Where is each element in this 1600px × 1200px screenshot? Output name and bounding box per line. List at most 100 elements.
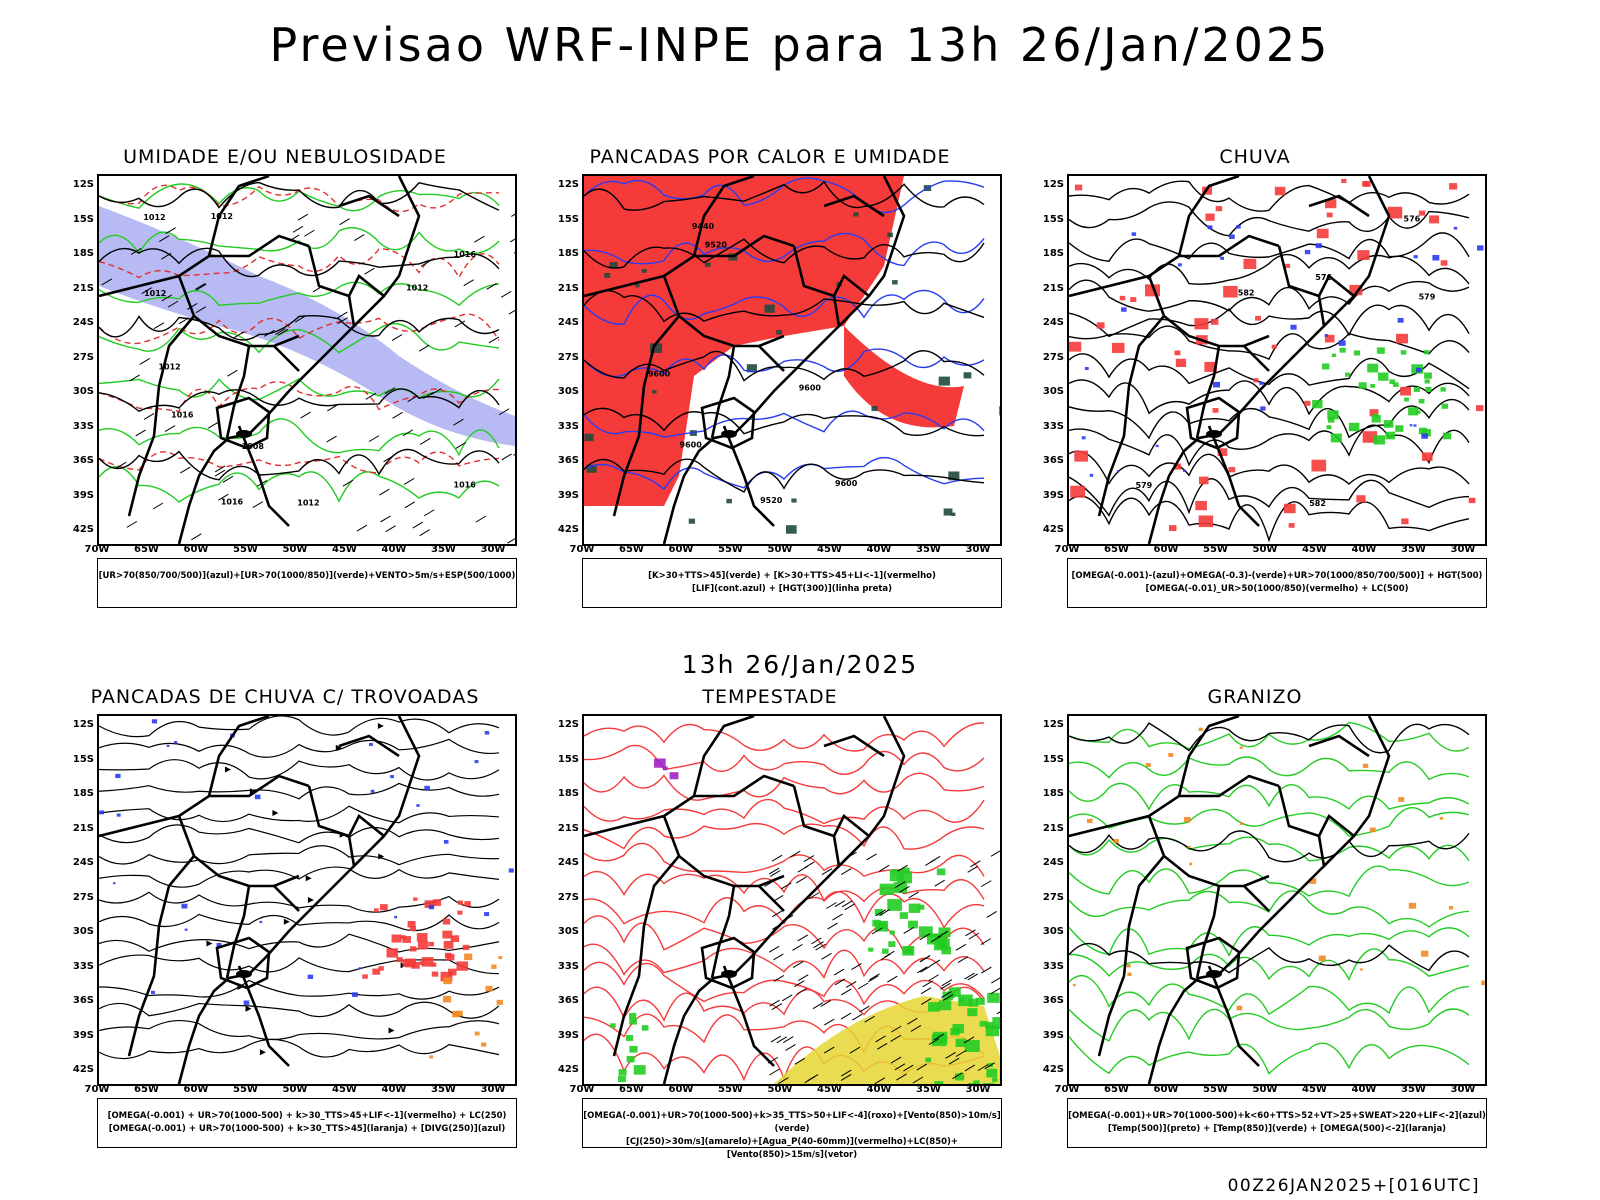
pressure-contour <box>99 314 500 341</box>
lon-tick-label: 50W <box>282 544 308 555</box>
wind-vector <box>161 294 172 302</box>
panel-title: TEMPESTADE <box>702 686 838 708</box>
wind-vector <box>392 411 403 419</box>
wind-vector <box>871 927 883 935</box>
wind-vector <box>419 438 431 445</box>
map-granizo[interactable] <box>1067 714 1487 1086</box>
instability-green-patch <box>871 405 878 412</box>
humidity-green-contour <box>99 466 500 503</box>
streamline <box>99 1001 500 1019</box>
panel-title: PANCADAS POR CALOR E UMIDADE <box>589 146 951 168</box>
water-red-contour <box>584 961 985 1006</box>
rain-green-patch <box>1413 386 1420 392</box>
wind-vector <box>275 328 286 336</box>
rain-red-patch <box>1119 295 1126 301</box>
omega-orange-patch <box>1087 818 1093 824</box>
wind-vector <box>821 868 833 876</box>
wind-vector <box>840 1012 852 1020</box>
rain-blue-patch <box>1259 381 1264 385</box>
thunder-red-patch <box>447 968 457 976</box>
map-pancadas-calor[interactable]: 9600 9600 9600 9600 9520 9440 9520 <box>582 174 1002 546</box>
wind-green-patch <box>629 1012 637 1019</box>
wind-vector <box>153 322 165 330</box>
lat-tick-label: 42S <box>1042 1064 1064 1075</box>
thunder-red-patch <box>409 946 417 952</box>
thunder-orange-patch <box>456 1010 463 1017</box>
thunder-red-patch <box>431 971 439 977</box>
water-red-contour <box>584 822 985 850</box>
rain-green-patch <box>1327 417 1335 423</box>
omega-orange-patch <box>1408 902 1417 909</box>
wind-vector <box>385 525 396 533</box>
lagoon <box>236 970 252 978</box>
thunder-red-patch <box>430 901 436 906</box>
rain-green-patch <box>1353 350 1361 356</box>
map-chuva[interactable]: 582 582 579 576 579 576 <box>1067 174 1487 546</box>
run-id-footer: 00Z26JAN2025+[016UTC] <box>1227 1176 1480 1196</box>
state-border <box>177 275 300 348</box>
rain-blue-patch <box>1315 243 1322 249</box>
omega-orange-patch <box>1113 839 1119 844</box>
hgt500-contour <box>1069 253 1470 285</box>
lon-tick-label: 35W <box>1401 544 1426 555</box>
legend-line: [OMEGA(-0.001)-(azul)+OMEGA(-0.3)-(verde… <box>1071 571 1483 581</box>
hgt500-contour <box>1069 325 1470 361</box>
wind-vector <box>365 392 377 400</box>
wind-vector <box>864 1015 875 1023</box>
lif-contour <box>584 232 985 267</box>
divg-blue-patch <box>113 882 116 885</box>
wind-green-patch <box>936 868 946 876</box>
wind-vector <box>768 945 780 953</box>
wind-vector <box>919 955 931 963</box>
instability-green-patch <box>951 512 956 516</box>
rain-blue-patch <box>1476 245 1484 251</box>
wind-vector <box>196 283 207 291</box>
uruguay-outline <box>700 396 756 450</box>
wind-vector <box>832 913 843 921</box>
wind-vector <box>771 1003 783 1010</box>
map-canvas <box>584 716 1000 1084</box>
legend-line: [OMEGA(-0.001)+UR>70(1000-500)+k<60+TTS>… <box>1068 1111 1486 1121</box>
map-umidade[interactable]: 1012 1012 1012 1008 1012 1016 1016 1016 1012 1016… <box>97 174 517 546</box>
map-tempestade[interactable] <box>582 714 1002 1086</box>
wind-vector <box>840 988 852 996</box>
wind-vector <box>903 927 914 934</box>
legend-line: [LIF](cont.azul) + [HGT(300)](linha pret… <box>691 584 893 594</box>
streamline <box>99 716 500 738</box>
rain-blue-patch <box>1212 381 1221 388</box>
rain-red-patch <box>1288 523 1295 528</box>
lat-tick-label: 42S <box>557 524 579 535</box>
map-trovoadas[interactable] <box>97 714 517 1086</box>
wind-vector <box>920 965 931 973</box>
omega-orange-patch <box>1439 817 1444 820</box>
rain-green-patch <box>1326 425 1332 430</box>
wind-green-patch <box>955 1073 965 1081</box>
wind-vector <box>139 358 151 365</box>
contour-label: 1012 <box>211 212 233 221</box>
divg-blue-patch <box>390 775 394 779</box>
water-red-contour <box>584 871 985 903</box>
wind-vector <box>773 975 785 982</box>
state-border <box>792 785 870 838</box>
wind-vector <box>214 465 226 473</box>
rain-blue-patch <box>1084 366 1089 371</box>
lat-tick-label: 15S <box>1042 213 1064 225</box>
thunder-orange-patch <box>443 977 452 985</box>
rain-red-patch <box>1476 405 1484 412</box>
lat-tick-label: 24S <box>1042 317 1064 328</box>
rain-green-patch <box>1441 403 1449 409</box>
rain-red-patch <box>1387 206 1403 219</box>
rain-green-patch <box>1378 372 1389 381</box>
lat-tick-label: 15S <box>72 213 94 225</box>
wind-vector <box>890 1025 902 1033</box>
rain-blue-patch <box>1236 225 1241 229</box>
rain-blue-patch <box>1207 225 1213 230</box>
wind-green-patch <box>618 1069 627 1076</box>
instability-area <box>584 176 904 506</box>
thunder-orange-patch <box>481 1042 487 1047</box>
lat-tick-label: 33S <box>72 420 94 432</box>
hgt500-contour <box>1069 232 1470 262</box>
rain-green-patch <box>1339 347 1346 353</box>
divg-blue-patch <box>474 760 479 764</box>
rain-red-patch <box>1362 431 1378 443</box>
